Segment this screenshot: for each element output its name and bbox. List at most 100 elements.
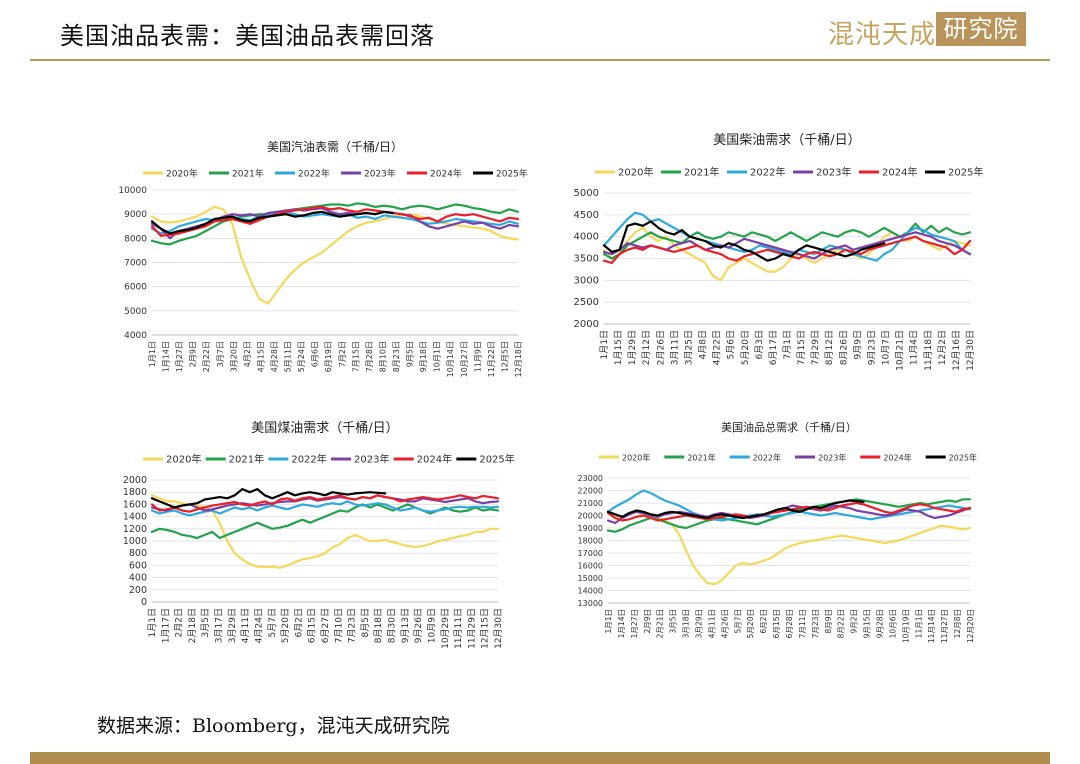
series-line-2020 bbox=[150, 205, 520, 305]
legend-label: 2024年 bbox=[883, 453, 911, 463]
legend-label: 2021年 bbox=[684, 166, 719, 179]
legend-item: 2025年 bbox=[925, 166, 983, 179]
x-tick-label: 7月29日 bbox=[810, 330, 821, 365]
x-tick-label: 4月22日 bbox=[712, 330, 723, 365]
y-tick-label: 4000 bbox=[124, 331, 147, 341]
series-line-2025 bbox=[150, 210, 395, 235]
x-tick-label: 8月22日 bbox=[837, 609, 846, 638]
x-tick-label: 12月30日 bbox=[965, 330, 976, 371]
x-tick-label: 9月28日 bbox=[876, 609, 885, 638]
brand-logo: 混沌天成 研究院 bbox=[828, 12, 1028, 50]
y-tick-label: 23000 bbox=[578, 474, 603, 483]
x-tick-label: 4月26日 bbox=[720, 609, 729, 638]
x-tick-label: 5月7日 bbox=[267, 608, 278, 637]
x-tick-label: 9月9日 bbox=[852, 330, 863, 359]
x-tick-label: 5月20日 bbox=[740, 330, 751, 365]
legend-label: 2021年 bbox=[232, 168, 264, 180]
legend-label: 2020年 bbox=[622, 453, 650, 463]
x-tick-label: 6月3日 bbox=[754, 330, 765, 359]
x-tick-label: 2月26日 bbox=[655, 330, 666, 365]
series-line-2024 bbox=[150, 494, 500, 513]
y-tick-label: 19000 bbox=[578, 524, 603, 533]
y-tick-label: 1000 bbox=[123, 536, 147, 547]
x-tick-label: 6月15日 bbox=[307, 608, 318, 643]
x-tick-label: 1月14日 bbox=[617, 609, 626, 638]
x-tick-label: 11月14日 bbox=[927, 609, 936, 643]
x-tick-label: 1月1日 bbox=[599, 330, 610, 359]
legend-item: 2021年 bbox=[205, 453, 264, 466]
chart-title: 美国汽油表需（千桶/日） bbox=[267, 139, 403, 154]
chart-title: 美国柴油需求（千桶/日） bbox=[713, 133, 860, 148]
x-tick-label: 9月15日 bbox=[863, 609, 872, 638]
diesel-demand-chart: 美国柴油需求（千桶/日） 2020年 2021年 2022年 2023年 2024年 202… bbox=[562, 130, 983, 380]
series-line-2021 bbox=[150, 202, 520, 246]
x-tick-label: 4月2日 bbox=[243, 341, 252, 367]
series-line-2025 bbox=[602, 220, 886, 262]
series-line-2023 bbox=[606, 504, 972, 525]
legend-item: 2022年 bbox=[275, 168, 330, 180]
x-tick-label: 1月15日 bbox=[613, 330, 624, 365]
legend-item: 2024年 bbox=[407, 168, 462, 180]
y-tick-label: 3000 bbox=[574, 275, 599, 286]
x-tick-label: 9月13日 bbox=[400, 608, 411, 643]
y-tick-label: 4000 bbox=[574, 232, 599, 243]
y-tick-label: 6000 bbox=[124, 283, 147, 293]
x-tick-label: 10月19日 bbox=[901, 609, 910, 643]
x-tick-label: 4月24日 bbox=[253, 608, 264, 643]
legend-label: 2023年 bbox=[816, 166, 851, 179]
legend-label: 2025年 bbox=[479, 453, 514, 466]
legend-label: 2020年 bbox=[166, 453, 201, 466]
x-tick-label: 2月2日 bbox=[174, 608, 185, 637]
x-tick-label: 3月5日 bbox=[200, 608, 211, 637]
y-tick-label: 1800 bbox=[123, 487, 147, 498]
series-line-2023 bbox=[150, 494, 500, 512]
x-tick-label: 11月1日 bbox=[914, 609, 923, 638]
jet-fuel-demand-chart: 美国煤油需求（千桶/日） 2020年 2021年 2022年 2023年 2024年 202… bbox=[100, 420, 520, 670]
x-tick-label: 11月27日 bbox=[940, 609, 949, 643]
x-tick-label: 3月20日 bbox=[229, 341, 238, 372]
legend-item: 2020年 bbox=[143, 453, 201, 466]
y-tick-label: 17000 bbox=[578, 549, 603, 558]
legend-label: 2025年 bbox=[949, 453, 977, 463]
legend-item: 2022年 bbox=[727, 166, 785, 179]
x-tick-label: 8月30日 bbox=[387, 608, 398, 643]
y-tick-label: 8000 bbox=[124, 234, 147, 244]
x-tick-label: 3月11日 bbox=[669, 330, 680, 365]
x-tick-label: 12月30日 bbox=[493, 608, 504, 649]
x-tick-label: 10月29日 bbox=[440, 608, 451, 649]
x-tick-label: 1月27日 bbox=[630, 609, 639, 638]
y-tick-label: 400 bbox=[129, 573, 147, 584]
series-line-2024 bbox=[150, 205, 520, 238]
legend-item: 2022年 bbox=[268, 453, 327, 466]
y-tick-label: 1200 bbox=[123, 524, 147, 535]
x-tick-label: 8月10日 bbox=[378, 341, 387, 372]
y-tick-label: 20000 bbox=[578, 512, 603, 521]
x-tick-label: 5月20日 bbox=[746, 609, 755, 638]
x-tick-label: 8月26日 bbox=[838, 330, 849, 365]
x-tick-label: 7月2日 bbox=[338, 341, 347, 367]
x-tick-label: 2月9日 bbox=[643, 609, 652, 634]
x-tick-label: 4月11日 bbox=[707, 609, 716, 638]
x-tick-label: 6月28日 bbox=[785, 609, 794, 638]
legend-item: 2023年 bbox=[795, 453, 846, 463]
chart-svg: 美国汽油表需（千桶/日） 2020年 2021年 2022年 2023年 2024年 202… bbox=[118, 139, 528, 377]
x-tick-label: 5月6日 bbox=[726, 330, 737, 359]
y-tick-label: 3500 bbox=[574, 254, 599, 265]
y-tick-label: 200 bbox=[129, 585, 147, 596]
x-tick-label: 7月1日 bbox=[782, 330, 793, 359]
series-line-2022 bbox=[602, 211, 972, 262]
x-tick-label: 8月5日 bbox=[360, 608, 371, 637]
x-tick-label: 11月29日 bbox=[466, 608, 477, 649]
header-rule bbox=[30, 59, 1050, 61]
y-tick-label: 16000 bbox=[578, 562, 603, 571]
x-tick-label: 11月4日 bbox=[909, 330, 920, 365]
x-tick-label: 8月9日 bbox=[824, 609, 833, 634]
x-tick-label: 2月12日 bbox=[641, 330, 652, 365]
y-tick-label: 4500 bbox=[574, 210, 599, 221]
legend-item: 2020年 bbox=[595, 166, 653, 179]
y-tick-label: 15000 bbox=[578, 574, 603, 583]
legend-item: 2021年 bbox=[664, 453, 716, 463]
y-tick-label: 14000 bbox=[578, 587, 603, 596]
y-tick-label: 800 bbox=[129, 548, 147, 559]
logo-text: 混沌天成 bbox=[828, 20, 937, 50]
